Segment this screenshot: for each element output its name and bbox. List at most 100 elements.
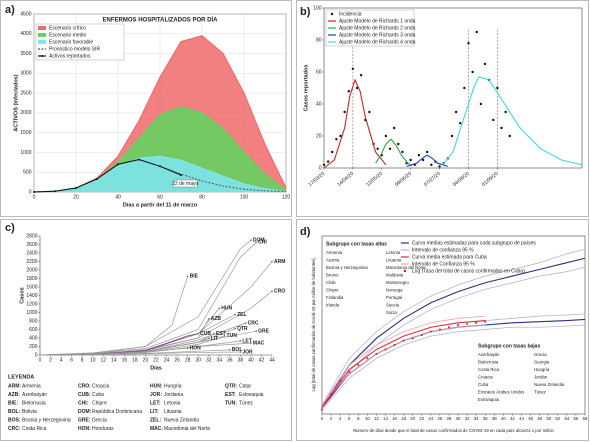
group-country: Emiratos Árabes Unidos — [478, 390, 524, 395]
legend-label: Ajuste Modelo de Richards 3 onda — [339, 32, 416, 38]
y-tick-label: 40 — [316, 101, 322, 107]
line — [375, 138, 413, 167]
y-tick-label: 1200 — [26, 301, 37, 307]
point — [466, 322, 469, 325]
legend-code: BOS: — [8, 417, 21, 423]
group-country: Azerbaiyán — [478, 352, 500, 357]
point — [457, 324, 460, 326]
x-axis-label: Número de días desde que el total de cas… — [353, 428, 554, 433]
x-tick-label: 2 — [49, 357, 52, 363]
point — [483, 62, 487, 66]
x-tick-label: 24 — [164, 357, 170, 363]
legend-label: Log (Tasa del total de casos confirmados… — [412, 268, 525, 274]
panel-label: d) — [300, 226, 311, 238]
x-tick-label: 48 — [537, 416, 542, 421]
point — [331, 150, 334, 154]
series-label: CRC — [248, 320, 259, 326]
x-tick-label: 26 — [438, 416, 443, 421]
line — [321, 257, 586, 408]
point — [343, 110, 346, 114]
x-tick-label: 40 — [115, 194, 121, 200]
legend-label: Intervalo de confianza 95 % — [412, 247, 474, 253]
point — [475, 30, 478, 34]
x-tick-label: 14 — [383, 416, 388, 421]
x-tick-label: 38 — [238, 357, 244, 363]
annotation-box — [172, 179, 198, 188]
legend-code: JOR: — [150, 392, 162, 398]
point — [496, 86, 499, 90]
x-tick-label: 0 — [33, 194, 36, 200]
legend-code: BIE: — [8, 400, 18, 406]
x-tick-label: 2 — [330, 416, 333, 421]
x-tick-label: 60 — [157, 194, 163, 200]
y-axis-label: ACTIVOS (Infectados) — [13, 74, 19, 131]
series-label: BOL — [232, 347, 243, 353]
point — [388, 147, 392, 150]
end-dot — [234, 313, 236, 316]
x-tick-label: 22 — [153, 357, 159, 363]
x-tick-label: 34 — [216, 357, 222, 363]
group-country: Letonia — [386, 250, 401, 255]
point — [421, 158, 425, 162]
x-tick-label: 32 — [206, 357, 212, 363]
legend-name: Grecia — [92, 417, 107, 423]
end-dot — [186, 275, 189, 278]
line — [323, 78, 387, 169]
point — [180, 173, 182, 176]
legend-name: Honduras — [92, 426, 114, 432]
series-label: AZB — [211, 316, 222, 322]
y-tick-label: 4000 — [20, 31, 31, 37]
group-country: Moldavia — [386, 273, 404, 278]
point — [484, 320, 487, 323]
point — [322, 163, 326, 166]
x-tick-label: 38 — [492, 416, 497, 421]
band-lower — [321, 324, 586, 410]
x-tick-label: 120 — [282, 194, 291, 200]
legend-box — [325, 9, 415, 47]
legend-code: DOM: — [78, 409, 92, 415]
point — [392, 126, 396, 130]
x-tick-label: 6 — [70, 357, 73, 363]
x-tick-label: 4 — [339, 416, 342, 421]
end-dot — [197, 332, 200, 335]
series-label: CRO — [274, 289, 285, 295]
y-tick-label: 400 — [29, 335, 38, 341]
point — [339, 379, 342, 382]
point — [463, 86, 466, 90]
x-tick-label: 42 — [259, 357, 265, 363]
x-tick-label: 10 — [365, 416, 370, 421]
y-tick-label: 0 — [35, 352, 38, 358]
legend-code: CUB: — [78, 392, 91, 398]
legend-code: HON: — [78, 426, 91, 432]
series-label: ZEL — [237, 312, 246, 318]
x-tick-label: 46 — [528, 416, 533, 421]
point — [430, 163, 433, 166]
point — [397, 142, 400, 146]
y-tick-label: 1600 — [26, 284, 37, 290]
x-tick-label: 20 — [143, 357, 149, 363]
series-label: QTR — [237, 326, 248, 332]
x-axis-label: Días — [150, 365, 162, 371]
y-tick-label: 1000 — [20, 150, 31, 156]
line — [39, 239, 252, 356]
legend-code: MAC: — [150, 426, 163, 432]
group-country: Macedonia del Norte — [386, 265, 426, 270]
y-tick-label: 3000 — [20, 71, 31, 77]
end-dot — [271, 260, 273, 263]
point — [351, 67, 355, 71]
point — [75, 187, 77, 190]
x-tick-label: 54 — [564, 416, 569, 421]
y-tick-label: 80 — [316, 37, 322, 43]
point — [479, 102, 483, 106]
legend-swatch — [38, 33, 46, 37]
point — [368, 110, 371, 114]
x-tick-label: 36 — [483, 416, 488, 421]
point — [357, 364, 360, 367]
point — [54, 190, 56, 193]
y-tick-label: 1800 — [26, 276, 37, 282]
group-country: Portugal — [386, 295, 402, 300]
end-dot — [250, 342, 252, 344]
legend-code: EST: — [225, 392, 236, 398]
y-tick-label: 3500 — [20, 51, 31, 57]
